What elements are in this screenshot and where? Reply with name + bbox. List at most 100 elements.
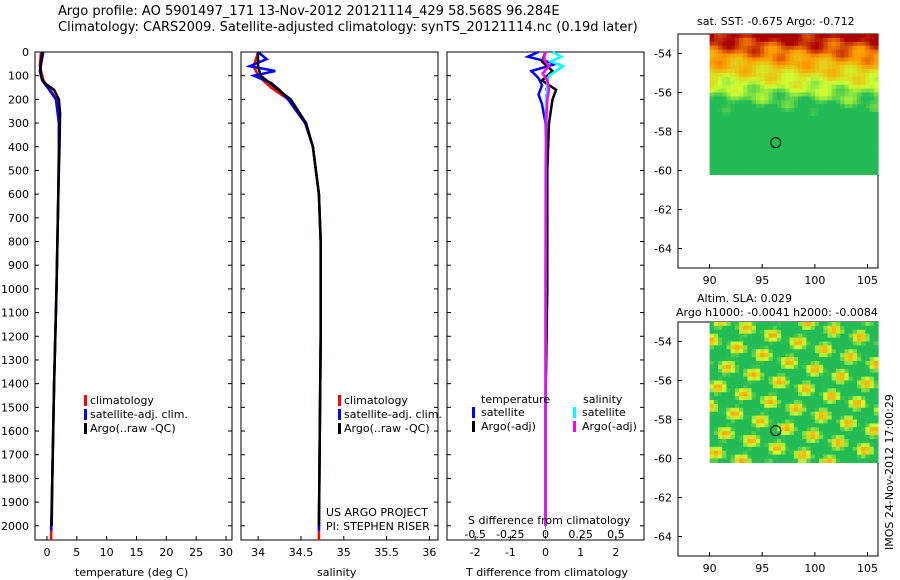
map-cell [789,411,795,417]
map-cell [835,80,841,86]
map-cell [718,61,723,66]
map-cell [869,115,875,121]
map-cell [764,127,770,133]
x-tick-label: 100 [804,562,825,575]
map-cell [722,96,728,101]
map-cell [743,61,749,66]
map-cell [840,49,845,55]
map-cell [814,34,820,39]
map-cell [722,104,728,109]
map-cell [869,329,875,335]
map-cell [852,322,858,327]
map-cell [739,411,744,417]
map-cell [713,112,719,117]
map-cell [718,333,723,339]
map-cell [739,415,744,421]
map-cell [852,41,858,47]
map-cell [831,400,837,405]
map-cell [709,69,715,74]
x2-tick-label: -0.25 [496,528,524,541]
map-cell [709,100,715,105]
map-cell [734,84,740,90]
map-cell [873,88,879,94]
map-cell [798,108,803,113]
map-cell [776,329,782,335]
map-cell [865,442,871,448]
map-cell [722,37,728,43]
map-cell [865,341,871,346]
map-cell [747,396,753,401]
map-cell [852,407,858,413]
salinity-legend: climatology satellite-adj. clim. Argo(..… [326,394,442,533]
map-cell [852,84,858,90]
map-cell [840,69,845,74]
map-cell [772,458,778,463]
map-cell [835,170,841,175]
map-cell [772,450,778,456]
map-cell [785,341,791,346]
map-cell [861,34,866,39]
map-cell [709,442,715,448]
x-tick-label: 2 [612,546,619,559]
map-cell [734,388,740,393]
map-cell [798,388,803,393]
map-cell [760,345,765,350]
map-cell [718,376,723,382]
map-cell [713,435,719,440]
map-cell [869,119,875,125]
map-cell [793,158,799,164]
map-cell [776,61,782,66]
map-cell [856,415,862,421]
map-cell [743,80,749,86]
map-cell [840,92,845,97]
map-cell [730,96,736,101]
map-cell [873,337,879,343]
map-cell [806,337,812,343]
map-cell [831,380,837,385]
map-cell [789,127,795,133]
map-cell [793,411,799,417]
map-cell [743,135,749,140]
map-cell [806,435,812,440]
map-cell [751,143,757,148]
map-cell [819,368,824,374]
map-cell [823,119,829,125]
y-tick-label: 1800 [1,472,29,485]
map-cell [747,345,753,350]
map-cell [848,73,854,78]
map-cell [764,123,770,129]
map-cell [718,450,723,456]
map-cell [835,115,841,121]
map-cell [861,53,866,58]
map-cell [865,458,871,463]
map-cell [823,127,829,133]
map-cell [810,361,816,366]
map-cell [768,57,774,62]
map-cell [751,88,757,94]
map-cell [827,403,833,409]
map-cell [722,431,728,436]
map-cell [802,143,808,148]
map-cell [831,88,837,94]
map-cell [873,431,879,436]
y-tick-label: -56 [654,87,672,100]
map-cell [827,325,833,331]
map-cell [751,76,757,82]
map-cell [760,388,765,393]
map-cell [873,403,879,409]
map-cell [781,439,786,444]
map-cell [831,49,837,55]
map-cell [739,403,744,409]
map-cell [726,419,732,424]
map-cell [760,458,765,463]
map-cell [709,411,715,417]
map-cell [819,380,824,385]
map-cell [747,69,753,74]
map-cell [772,435,778,440]
map-cell [755,96,761,101]
map-cell [764,158,770,164]
map-cell [755,396,761,401]
map-cell [793,419,799,424]
map-cell [781,170,786,175]
legend-label-temp-argo: Argo(-adj) [481,420,536,433]
